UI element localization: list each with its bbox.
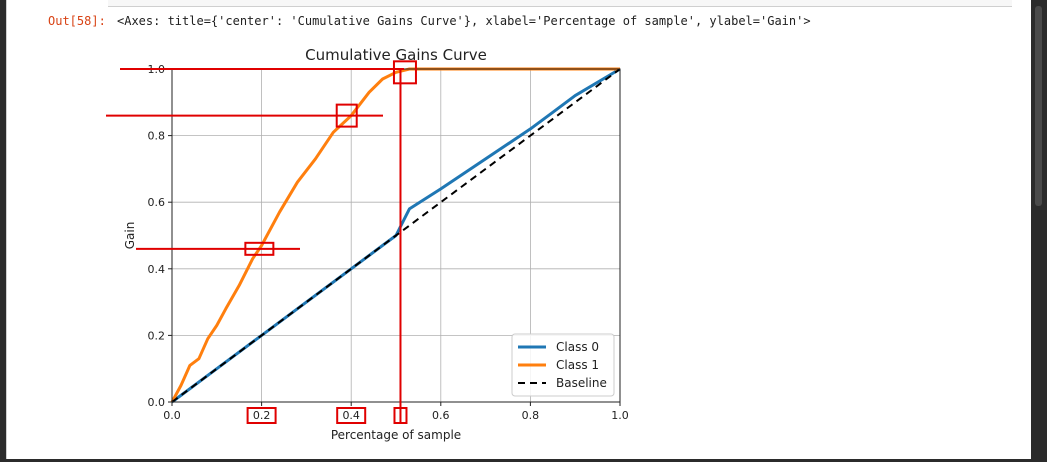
annotation-tick-box bbox=[246, 407, 277, 424]
baseline-line bbox=[171, 68, 621, 403]
y-tick-label: 0.4 bbox=[148, 263, 166, 276]
legend-label: Class 1 bbox=[556, 358, 599, 372]
x-axis-label: Percentage of sample bbox=[331, 428, 461, 442]
legend-label: Class 0 bbox=[556, 340, 599, 354]
output-repr-text: <Axes: title={'center': 'Cumulative Gain… bbox=[117, 14, 811, 28]
y-tick-label: 0.0 bbox=[148, 396, 166, 409]
scrollbar[interactable] bbox=[1031, 0, 1047, 462]
x-tick-label: 0.6 bbox=[432, 409, 450, 422]
x-tick-label: 0.4 bbox=[342, 409, 360, 422]
legend-box bbox=[511, 333, 615, 397]
chart-title: Cumulative Gains Curve bbox=[305, 46, 487, 64]
annotation-box bbox=[244, 241, 275, 256]
y-tick-label: 0.8 bbox=[148, 130, 166, 143]
legend-label: Baseline bbox=[556, 376, 607, 390]
x-tick-label: 1.0 bbox=[611, 409, 629, 422]
y-tick-label: 0.2 bbox=[148, 329, 166, 342]
x-tick-label: 0.8 bbox=[522, 409, 540, 422]
y-axis-label: Gain bbox=[123, 222, 137, 250]
annotation-tick-box bbox=[393, 407, 408, 424]
previous-cell-edge bbox=[108, 0, 1012, 7]
annotation-box bbox=[392, 60, 417, 85]
annotation-tick-box bbox=[336, 407, 367, 424]
class-1-line bbox=[170, 67, 620, 403]
x-tick-label: 0.0 bbox=[163, 409, 181, 422]
annotation-box bbox=[335, 103, 358, 128]
scrollbar-thumb[interactable] bbox=[1035, 6, 1042, 206]
output-prompt: Out[58]: bbox=[48, 14, 106, 28]
x-tick-label: 0.2 bbox=[253, 409, 271, 422]
y-tick-label: 0.6 bbox=[148, 196, 166, 209]
